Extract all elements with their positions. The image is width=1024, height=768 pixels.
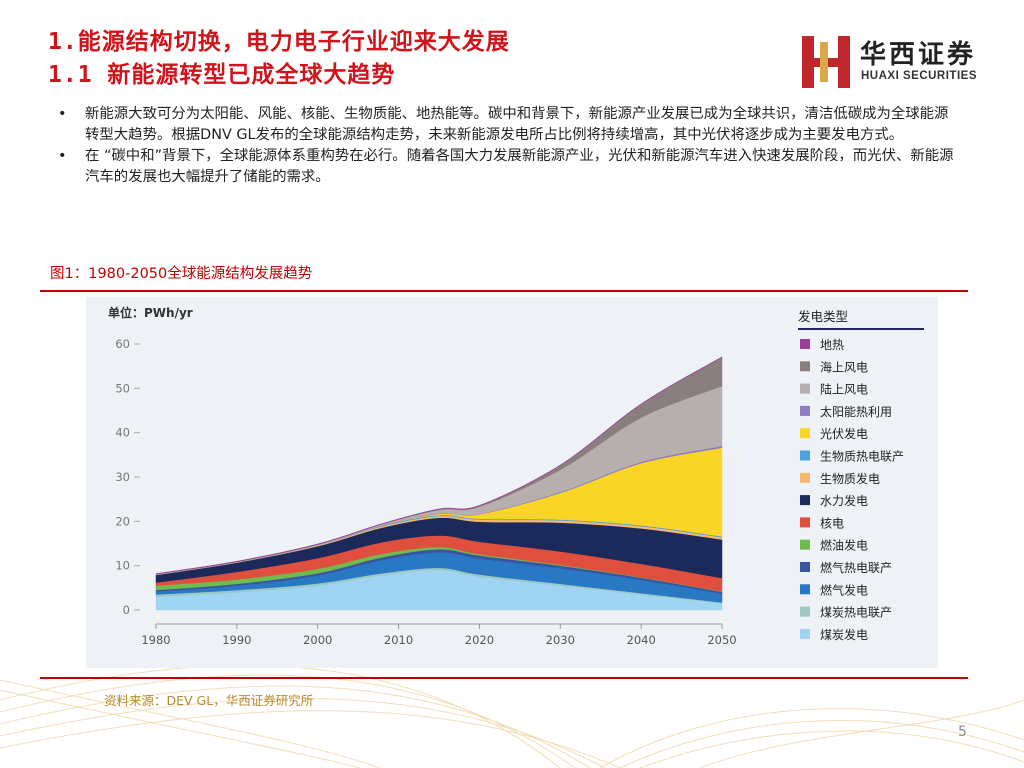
x-tick-label: 1980 xyxy=(141,633,170,647)
bullet-item: • 在 “碳中和”背景下，全球能源体系重构势在必行。随着各国大力发展新能源产业，… xyxy=(58,146,958,188)
x-tick-label: 2050 xyxy=(707,633,736,647)
legend-swatch xyxy=(800,361,810,372)
legend-swatch xyxy=(800,628,810,639)
chart-container: 单位：PWh/yr 0 10 20 30 40 50 60 1980 1990 2000 2010 20… xyxy=(86,297,938,668)
source-note: 资料来源：DEV GL，华西证券研究所 xyxy=(104,693,314,708)
legend-entry: 光伏发电 xyxy=(820,426,868,441)
logo-text-en: HUAXI SECURITIES xyxy=(861,70,977,82)
bullet-marker: • xyxy=(58,148,67,164)
x-tick-label: 2010 xyxy=(384,633,413,647)
legend-entry: 煤炭发电 xyxy=(820,627,868,642)
y-tick-label: 10 xyxy=(115,559,130,573)
legend-swatch xyxy=(800,450,810,461)
y-tick-label: 30 xyxy=(115,470,130,484)
legend-entry: 太阳能热利用 xyxy=(820,404,892,419)
x-tick-label: 2000 xyxy=(303,633,332,647)
legend-entry: 陆上风电 xyxy=(820,382,868,397)
bullet-list: • 新能源大致可分为太阳能、风能、核能、生物质能、地热能等。碳中和背景下，新能源… xyxy=(58,104,958,188)
legend-swatch xyxy=(800,383,810,394)
x-tick-label: 2030 xyxy=(546,633,575,647)
legend-entry: 煤炭热电联产 xyxy=(820,606,892,620)
legend-entry: 海上风电 xyxy=(820,359,868,374)
huaxi-securities-logo: 华西证券 HUAXI SECURITIES xyxy=(800,32,1000,92)
legend-entry: 生物质发电 xyxy=(820,471,880,486)
legend-swatch xyxy=(800,584,810,595)
bullet-text: 新能源大致可分为太阳能、风能、核能、生物质能、地热能等。碳中和背景下，新能源产业… xyxy=(85,106,949,143)
legend-swatch xyxy=(800,562,810,572)
legend-entry: 燃气热电联产 xyxy=(820,560,892,575)
legend-entry: 地热 xyxy=(820,338,844,352)
y-tick-label: 20 xyxy=(115,514,130,528)
legend-entry: 生物质热电联产 xyxy=(820,450,904,464)
bullet-marker: • xyxy=(58,106,67,122)
huaxi-logo-icon xyxy=(802,36,850,88)
x-tick-label: 2020 xyxy=(465,633,494,647)
chart-unit-label: 单位：PWh/yr xyxy=(108,305,193,320)
figure-caption: 图1：1980-2050全球能源结构发展趋势 xyxy=(50,266,313,282)
legend-entry: 燃气发电 xyxy=(820,582,868,597)
area-series-地热 xyxy=(155,356,723,575)
legend-swatch xyxy=(800,606,810,617)
legend-swatch xyxy=(800,405,810,416)
legend-swatch xyxy=(800,495,810,506)
bullet-item: • 新能源大致可分为太阳能、风能、核能、生物质能、地热能等。碳中和背景下，新能源… xyxy=(58,104,958,146)
legend-swatch xyxy=(800,517,810,528)
page-subtitle: 1.1 新能源转型已成全球大趋势 xyxy=(48,62,396,88)
legend-swatch xyxy=(800,472,810,483)
page-number: 5 xyxy=(958,724,967,740)
legend-swatch xyxy=(800,539,810,550)
legend-entry: 核电 xyxy=(820,516,844,530)
bullet-text: 在 “碳中和”背景下，全球能源体系重构势在必行。随着各国大力发展新能源产业，光伏… xyxy=(85,148,954,185)
legend-swatch xyxy=(800,428,810,439)
caption-divider xyxy=(40,290,968,292)
y-tick-label: 50 xyxy=(115,381,130,395)
y-tick-label: 0 xyxy=(123,603,130,617)
y-tick-label: 40 xyxy=(115,426,130,440)
legend-swatch xyxy=(800,339,810,349)
legend-title: 发电类型 xyxy=(798,309,848,324)
source-divider xyxy=(40,677,968,679)
legend-entry: 水力发电 xyxy=(820,493,868,508)
x-tick-label: 1990 xyxy=(222,633,251,647)
y-tick-label: 60 xyxy=(115,337,130,351)
page-title: 1.能源结构切换，电力电子行业迎来大发展 xyxy=(48,29,510,55)
x-tick-label: 2040 xyxy=(627,633,656,647)
logo-text-cn: 华西证券 xyxy=(860,40,977,70)
legend-entry: 燃油发电 xyxy=(820,538,868,553)
